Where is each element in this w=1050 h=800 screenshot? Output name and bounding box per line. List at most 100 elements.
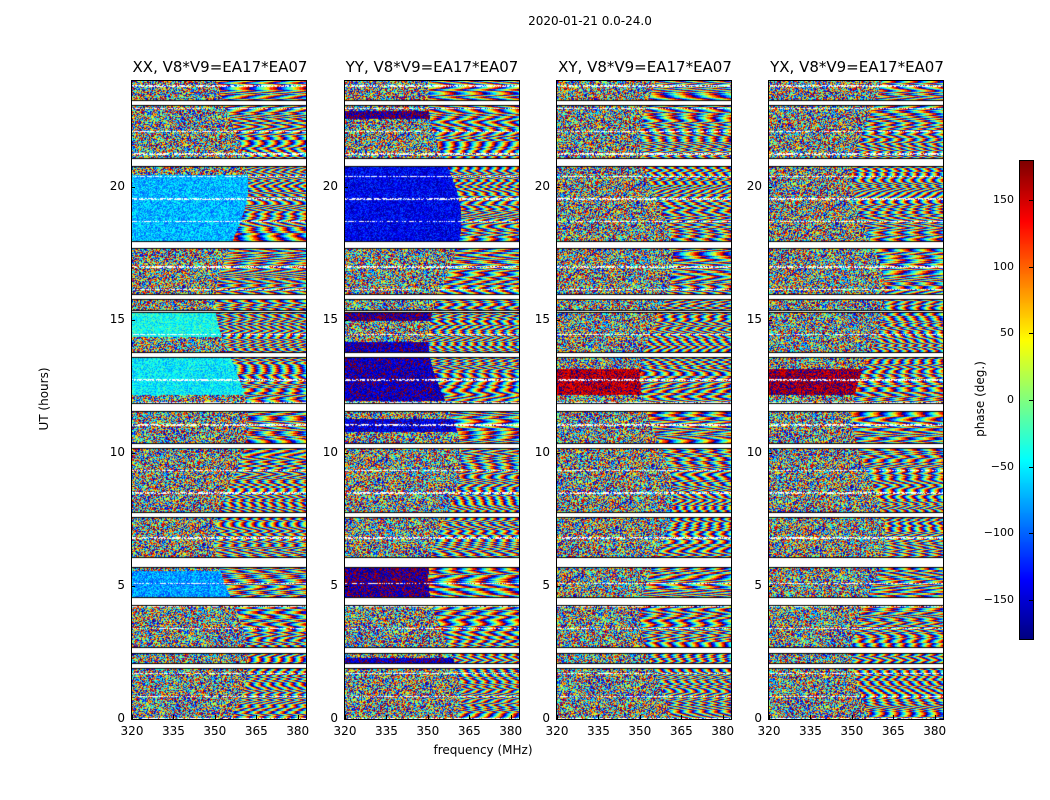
- colorbar-tick-label: −100: [983, 526, 1014, 540]
- y-tick-mark: [556, 320, 560, 322]
- x-tick-mark: [722, 715, 724, 719]
- y-tick-mark: [344, 187, 348, 189]
- x-tick-label: 335: [374, 724, 398, 738]
- x-axis-label: frequency (MHz): [433, 743, 533, 757]
- x-tick-mark: [173, 715, 175, 719]
- x-tick-label: 350: [203, 724, 227, 738]
- colorbar-tick-mark: [1029, 600, 1034, 601]
- colorbar-tick-mark: [1029, 533, 1034, 535]
- x-tick-mark: [469, 715, 471, 719]
- y-tick-mark: [768, 453, 772, 455]
- x-tick-mark: [427, 715, 429, 719]
- x-tick-label: 365: [669, 724, 693, 738]
- colorbar-tick-label: 150: [993, 193, 1014, 206]
- y-tick-mark: [556, 586, 560, 588]
- x-tick-label: 350: [628, 724, 652, 738]
- x-tick-label: 380: [286, 724, 310, 738]
- colorbar-tick-mark: [1029, 266, 1034, 268]
- y-tick-mark: [344, 453, 348, 455]
- heatmap-panel-xy: [556, 80, 732, 720]
- y-tick-label: 20: [746, 179, 762, 194]
- panel-title-yy: YY, V8*V9=EA17*EA07: [345, 58, 519, 76]
- colorbar-tick-mark: [1029, 466, 1034, 468]
- y-tick-label: 5: [330, 578, 338, 593]
- y-tick-label: 5: [542, 578, 550, 593]
- y-tick-label: 20: [109, 179, 125, 194]
- x-tick-label: 350: [840, 724, 864, 738]
- y-tick-label: 15: [746, 312, 762, 327]
- y-tick-mark: [768, 187, 772, 189]
- x-tick-label: 380: [499, 724, 523, 738]
- x-tick-label: 380: [923, 724, 947, 738]
- x-tick-mark: [851, 715, 853, 719]
- y-tick-label: 20: [534, 179, 550, 194]
- y-axis-label: UT (hours): [37, 367, 51, 431]
- x-tick-label: 335: [798, 724, 822, 738]
- x-tick-label: 335: [161, 724, 185, 738]
- x-tick-mark: [256, 715, 258, 719]
- y-tick-mark: [344, 320, 348, 322]
- y-tick-label: 0: [330, 711, 338, 725]
- y-tick-label: 5: [754, 578, 762, 593]
- y-tick-label: 20: [322, 179, 338, 194]
- panel-title-xy: XY, V8*V9=EA17*EA07: [558, 58, 732, 76]
- heatmap-panel-yy: [344, 80, 520, 720]
- y-tick-mark: [344, 719, 348, 720]
- colorbar-tick-label: −50: [990, 459, 1014, 473]
- heatmap-canvas-yx: [769, 81, 943, 719]
- x-tick-label: 365: [244, 724, 268, 738]
- y-tick-label: 0: [542, 711, 550, 725]
- colorbar-tick-label: −150: [983, 593, 1014, 606]
- y-tick-label: 5: [117, 578, 125, 593]
- x-tick-mark: [810, 715, 812, 719]
- x-tick-mark: [345, 715, 346, 719]
- y-tick-mark: [131, 320, 135, 322]
- x-tick-mark: [386, 715, 388, 719]
- y-tick-mark: [768, 586, 772, 588]
- y-tick-label: 10: [109, 445, 125, 460]
- y-tick-label: 15: [322, 312, 338, 327]
- colorbar-tick-mark: [1029, 400, 1034, 401]
- x-tick-label: 365: [457, 724, 481, 738]
- y-tick-mark: [768, 320, 772, 322]
- y-tick-mark: [556, 453, 560, 455]
- panel-title-xx: XX, V8*V9=EA17*EA07: [132, 58, 308, 76]
- y-tick-label: 15: [534, 312, 550, 327]
- y-tick-mark: [556, 187, 560, 189]
- x-tick-mark: [893, 715, 895, 719]
- y-tick-mark: [131, 187, 135, 189]
- x-tick-label: 320: [757, 724, 781, 738]
- panel-title-yx: YX, V8*V9=EA17*EA07: [770, 58, 944, 76]
- y-tick-label: 10: [322, 445, 338, 460]
- x-tick-mark: [598, 715, 600, 719]
- heatmap-canvas-xy: [557, 81, 731, 719]
- y-tick-mark: [131, 586, 135, 588]
- x-tick-mark: [297, 715, 299, 719]
- x-tick-label: 320: [545, 724, 569, 738]
- y-tick-label: 0: [754, 711, 762, 725]
- colorbar-tick-label: 50: [1000, 326, 1014, 340]
- x-tick-mark: [132, 715, 133, 719]
- colorbar-tick-mark: [1029, 333, 1034, 335]
- y-tick-mark: [768, 719, 772, 720]
- x-tick-label: 380: [711, 724, 735, 738]
- x-tick-mark: [769, 715, 770, 719]
- x-tick-mark: [639, 715, 641, 719]
- x-tick-mark: [934, 715, 936, 719]
- x-tick-label: 320: [120, 724, 144, 738]
- x-tick-label: 320: [333, 724, 357, 738]
- x-tick-mark: [214, 715, 216, 719]
- heatmap-canvas-yy: [345, 81, 519, 719]
- colorbar-tick-label: 0: [1007, 393, 1014, 406]
- y-tick-mark: [344, 586, 348, 588]
- figure-title: 2020-01-21 0.0-24.0: [528, 14, 652, 28]
- y-tick-label: 10: [534, 445, 550, 460]
- heatmap-panel-xx: [131, 80, 307, 720]
- colorbar-tick-mark: [1029, 200, 1034, 201]
- y-tick-label: 0: [117, 711, 125, 725]
- heatmap-canvas-xx: [132, 81, 306, 719]
- y-tick-label: 10: [746, 445, 762, 460]
- y-tick-label: 15: [109, 312, 125, 327]
- x-tick-mark: [510, 715, 512, 719]
- x-tick-label: 350: [416, 724, 440, 738]
